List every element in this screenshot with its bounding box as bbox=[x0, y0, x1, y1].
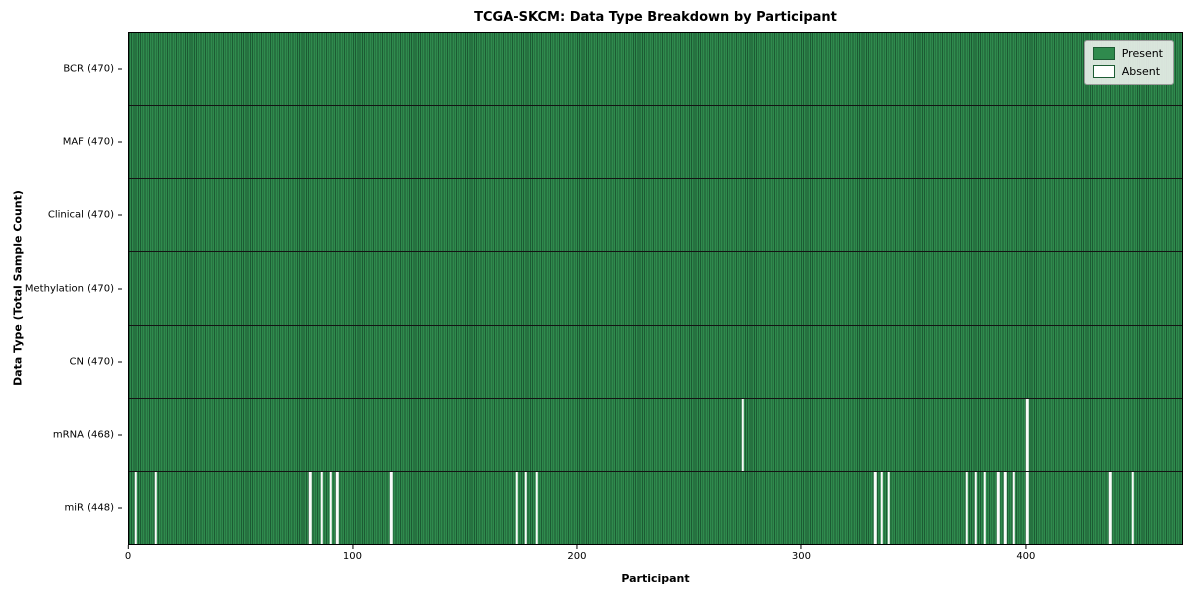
absent-mark bbox=[1026, 471, 1029, 544]
y-tick-mark bbox=[118, 288, 122, 289]
x-tick: 200 bbox=[567, 545, 586, 562]
absent-mark bbox=[309, 471, 312, 544]
legend-swatch-present bbox=[1092, 47, 1115, 60]
legend-swatch-absent bbox=[1092, 65, 1115, 78]
absent-mark bbox=[134, 471, 137, 544]
y-tick-mark bbox=[118, 361, 122, 363]
y-tick-mark bbox=[118, 214, 122, 216]
y-tick-label: CN (470) bbox=[69, 356, 114, 368]
absent-mark bbox=[535, 471, 538, 544]
absent-mark bbox=[154, 471, 158, 544]
legend-label-present: Present bbox=[1121, 47, 1163, 60]
x-tick-label: 0 bbox=[124, 551, 132, 562]
x-tick-mark bbox=[351, 545, 353, 549]
absent-mark bbox=[880, 471, 884, 544]
absent-mark bbox=[1026, 398, 1029, 471]
y-tick-label: miR (448) bbox=[64, 502, 114, 514]
absent-mark bbox=[1003, 471, 1007, 544]
legend: Present Absent bbox=[1083, 40, 1174, 85]
x-tick: 0 bbox=[125, 545, 131, 562]
absent-mark bbox=[524, 471, 527, 544]
absent-mark bbox=[974, 471, 978, 544]
heatmap-row-Clinical bbox=[129, 178, 1182, 252]
absent-mark bbox=[887, 471, 890, 544]
x-tick: 300 bbox=[792, 545, 811, 562]
y-tick-mark bbox=[118, 434, 122, 436]
absent-mark bbox=[320, 471, 323, 544]
heatmap-row-Methylation bbox=[129, 251, 1182, 325]
x-tick-mark bbox=[576, 545, 578, 549]
absent-mark bbox=[515, 471, 518, 544]
x-tick-label: 300 bbox=[791, 551, 811, 562]
absent-mark bbox=[1012, 471, 1016, 544]
heatmap-row-BCR bbox=[129, 33, 1182, 106]
absent-mark bbox=[336, 471, 339, 544]
x-tick-mark bbox=[1025, 545, 1027, 549]
x-tick: 400 bbox=[1016, 545, 1035, 562]
heatmap-row-CN bbox=[129, 324, 1182, 398]
x-tick: 100 bbox=[343, 545, 362, 562]
y-tick-label: Clinical (470) bbox=[47, 209, 114, 221]
plot-area: Present Absent bbox=[128, 32, 1183, 545]
absent-mark bbox=[983, 471, 987, 544]
absent-mark bbox=[1109, 471, 1112, 544]
x-axis-ticks: 0 100 200 300 400 bbox=[125, 545, 1183, 567]
y-tick-label: mRNA (468) bbox=[52, 429, 114, 441]
x-tick-label: 400 bbox=[1016, 551, 1036, 562]
y-axis-ticks: BCR (470) MAF (470) Clinical (470) Methylat… bbox=[0, 32, 122, 545]
absent-mark bbox=[741, 398, 745, 471]
y-tick-label: Methylation (470) bbox=[24, 283, 114, 294]
heatmap-row-MAF bbox=[129, 105, 1182, 179]
y-tick-label: BCR (470) bbox=[63, 63, 114, 75]
x-tick-label: 100 bbox=[342, 551, 362, 562]
y-tick-mark bbox=[118, 68, 122, 70]
legend-item-absent: Absent bbox=[1092, 65, 1163, 78]
x-tick-mark bbox=[800, 545, 802, 549]
x-tick-mark bbox=[127, 545, 129, 549]
chart-title: TCGA-SKCM: Data Type Breakdown by Partic… bbox=[474, 10, 837, 25]
y-tick-label: MAF (470) bbox=[62, 136, 114, 148]
absent-mark bbox=[997, 471, 1000, 544]
heatmap-row-mRNA bbox=[129, 397, 1182, 471]
legend-item-present: Present bbox=[1092, 47, 1163, 60]
y-tick-mark bbox=[118, 507, 122, 509]
heatmap-row-miR bbox=[129, 470, 1182, 544]
absent-mark bbox=[1131, 471, 1134, 544]
x-tick-label: 200 bbox=[567, 551, 587, 562]
heatmap-rows bbox=[129, 33, 1182, 544]
absent-mark bbox=[389, 471, 393, 544]
x-axis-label: Participant bbox=[621, 572, 690, 585]
absent-mark bbox=[329, 471, 332, 544]
absent-mark bbox=[873, 471, 877, 544]
absent-mark bbox=[965, 471, 969, 544]
legend-label-absent: Absent bbox=[1121, 65, 1161, 78]
y-tick-mark bbox=[118, 141, 122, 143]
